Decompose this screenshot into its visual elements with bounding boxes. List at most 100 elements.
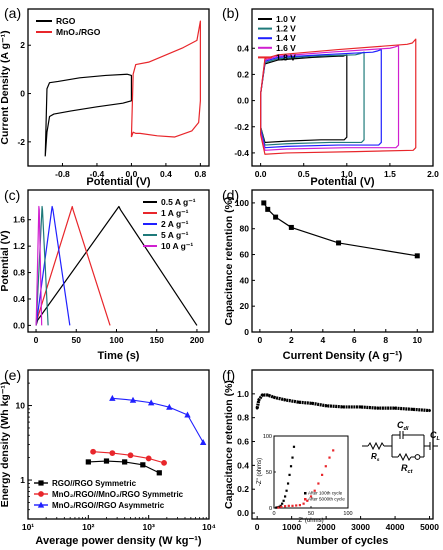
y-tick-label: 1.6 [13, 215, 25, 225]
cv-curve [260, 48, 382, 149]
circuit-label: Cdl [397, 420, 409, 432]
data-point [147, 399, 155, 406]
legend-label: MnO₂/RGO//RGO Asymmetric [52, 501, 165, 510]
y-tick-label: -0.2 [234, 122, 249, 132]
data-point [156, 470, 162, 476]
panel-a: (a)Potential (V)Current Density (A g⁻¹)-… [0, 5, 210, 188]
data-point [109, 450, 116, 456]
y-tick-label: 0.4 [13, 294, 25, 304]
retention-line [263, 202, 418, 257]
x-tick-label: 10³ [143, 522, 155, 532]
data-point [257, 398, 261, 402]
x-tick-label: 0 [34, 335, 39, 345]
x-tick-label: 1000 [282, 522, 301, 532]
inset-data-point [289, 465, 293, 468]
eis-inset: 0 50 100 0 50 100 Z' (ohms) -Z'' (ohms) After 10… [257, 434, 353, 524]
data-point [376, 406, 380, 410]
circuit-label-sub: dl [404, 426, 409, 432]
y-tick-label: 100 [235, 198, 249, 208]
inset-data-point [309, 495, 313, 498]
y-tick-label: 0.4 [237, 460, 249, 470]
y-tick-label: 0.6 [237, 437, 249, 447]
y-tick-label: 1.2 [13, 241, 25, 251]
inset-data-point [291, 456, 294, 459]
plot-frame [27, 8, 210, 167]
x-tick-label: 1.0 [341, 169, 353, 179]
data-point [161, 459, 167, 466]
legend-label: 10 A g⁻¹ [161, 241, 193, 251]
y-tick-label: 0.0 [13, 320, 25, 330]
legend-label: MnO₂/RGO//MnO₂/RGO Symmetric [52, 490, 184, 499]
inset-data-point [287, 504, 290, 507]
data-point [38, 491, 44, 497]
data-point [359, 405, 362, 409]
inset-data-point [292, 445, 296, 448]
data-point [266, 393, 269, 397]
data-point [184, 411, 191, 418]
inset-data-point [291, 504, 294, 507]
data-point [129, 396, 137, 403]
plot-frame [251, 189, 434, 333]
data-point [127, 452, 134, 459]
legend-label: RGO [56, 16, 76, 26]
panel-c: (c) Time (s) Potential (V) 0 50 100 150 200 0.0 0… [0, 187, 210, 362]
legend-label: 1.8 V [276, 52, 296, 62]
x-tick-label: 0.4 [160, 169, 172, 179]
x-tick-label: 2 [289, 335, 294, 345]
resistor-rs [367, 441, 385, 451]
legend-item: RGO//RGO Symmetric [34, 479, 137, 488]
x-axis-label: Time (s) [98, 350, 140, 362]
data-point [410, 407, 414, 411]
x-tick-label: 4000 [386, 522, 405, 532]
x-tick-label: 10² [82, 522, 94, 532]
legend-item: 5 A g⁻¹ [143, 230, 189, 240]
x-tick-label: 1.5 [384, 169, 396, 179]
x-tick-label: 2.0 [427, 169, 439, 179]
warburg-element [414, 454, 421, 460]
data-point [122, 459, 128, 465]
inset-legend-label: After 100th cycle [308, 491, 343, 496]
circuit-label: Rct [401, 463, 414, 475]
y-tick-label: 0.8 [13, 268, 25, 278]
x-tick-label: -0.8 [55, 169, 70, 179]
y-tick-label: 10 [16, 401, 26, 411]
inset-data-point [328, 456, 331, 459]
inset-data-point [313, 489, 316, 492]
inset-data-point [321, 473, 324, 476]
cv-curve [260, 38, 417, 155]
inset-data-point [286, 482, 290, 485]
circuit-label-main: R [371, 452, 377, 461]
inset-y-tick-label: 100 [263, 434, 272, 440]
x-tick-label: 200 [190, 335, 204, 345]
circuit-label: Rs [371, 452, 380, 463]
data-point [265, 206, 271, 212]
legend-item: 0.5 A g⁻¹ [143, 197, 196, 207]
data-point [260, 393, 264, 397]
panel-e: (e) Average power density (W kg⁻¹) Energy … [0, 367, 216, 547]
x-tick-label: 0 [255, 522, 260, 532]
circuit-label-main: C [397, 420, 404, 430]
y-tick-label: 0 [244, 327, 249, 337]
ragone-line [112, 397, 204, 443]
cv-curve-rgo [44, 73, 133, 157]
panel-label: (c) [4, 187, 20, 203]
inset-data-point [282, 499, 285, 502]
legend-item: 1 A g⁻¹ [143, 208, 189, 218]
data-point [199, 439, 207, 446]
gcd-curve [35, 205, 43, 326]
inset-legend-label: After 5000th cycle [308, 497, 345, 502]
y-tick-label: 1 [20, 475, 25, 485]
legend-item: 2 A g⁻¹ [143, 219, 189, 229]
cv-curve-mno2-rgo [130, 20, 201, 138]
y-tick-label: 1.0 [237, 389, 249, 399]
x-tick-label: 10 [413, 335, 423, 345]
legend-item: MnO₂/RGO//RGO Asymmetric [34, 501, 165, 510]
y-tick-label: 60 [240, 250, 250, 260]
legend-item: 1.4 V [258, 33, 296, 43]
legend-item: RGO [36, 16, 76, 26]
inset-y-label: -Z'' (ohms) [257, 458, 263, 486]
inset-data-point [306, 499, 309, 502]
panel-b: (b) Potential (V) 0.0 0.5 1.0 1.5 2.0 -0.4 -0.2 0… [222, 5, 439, 188]
